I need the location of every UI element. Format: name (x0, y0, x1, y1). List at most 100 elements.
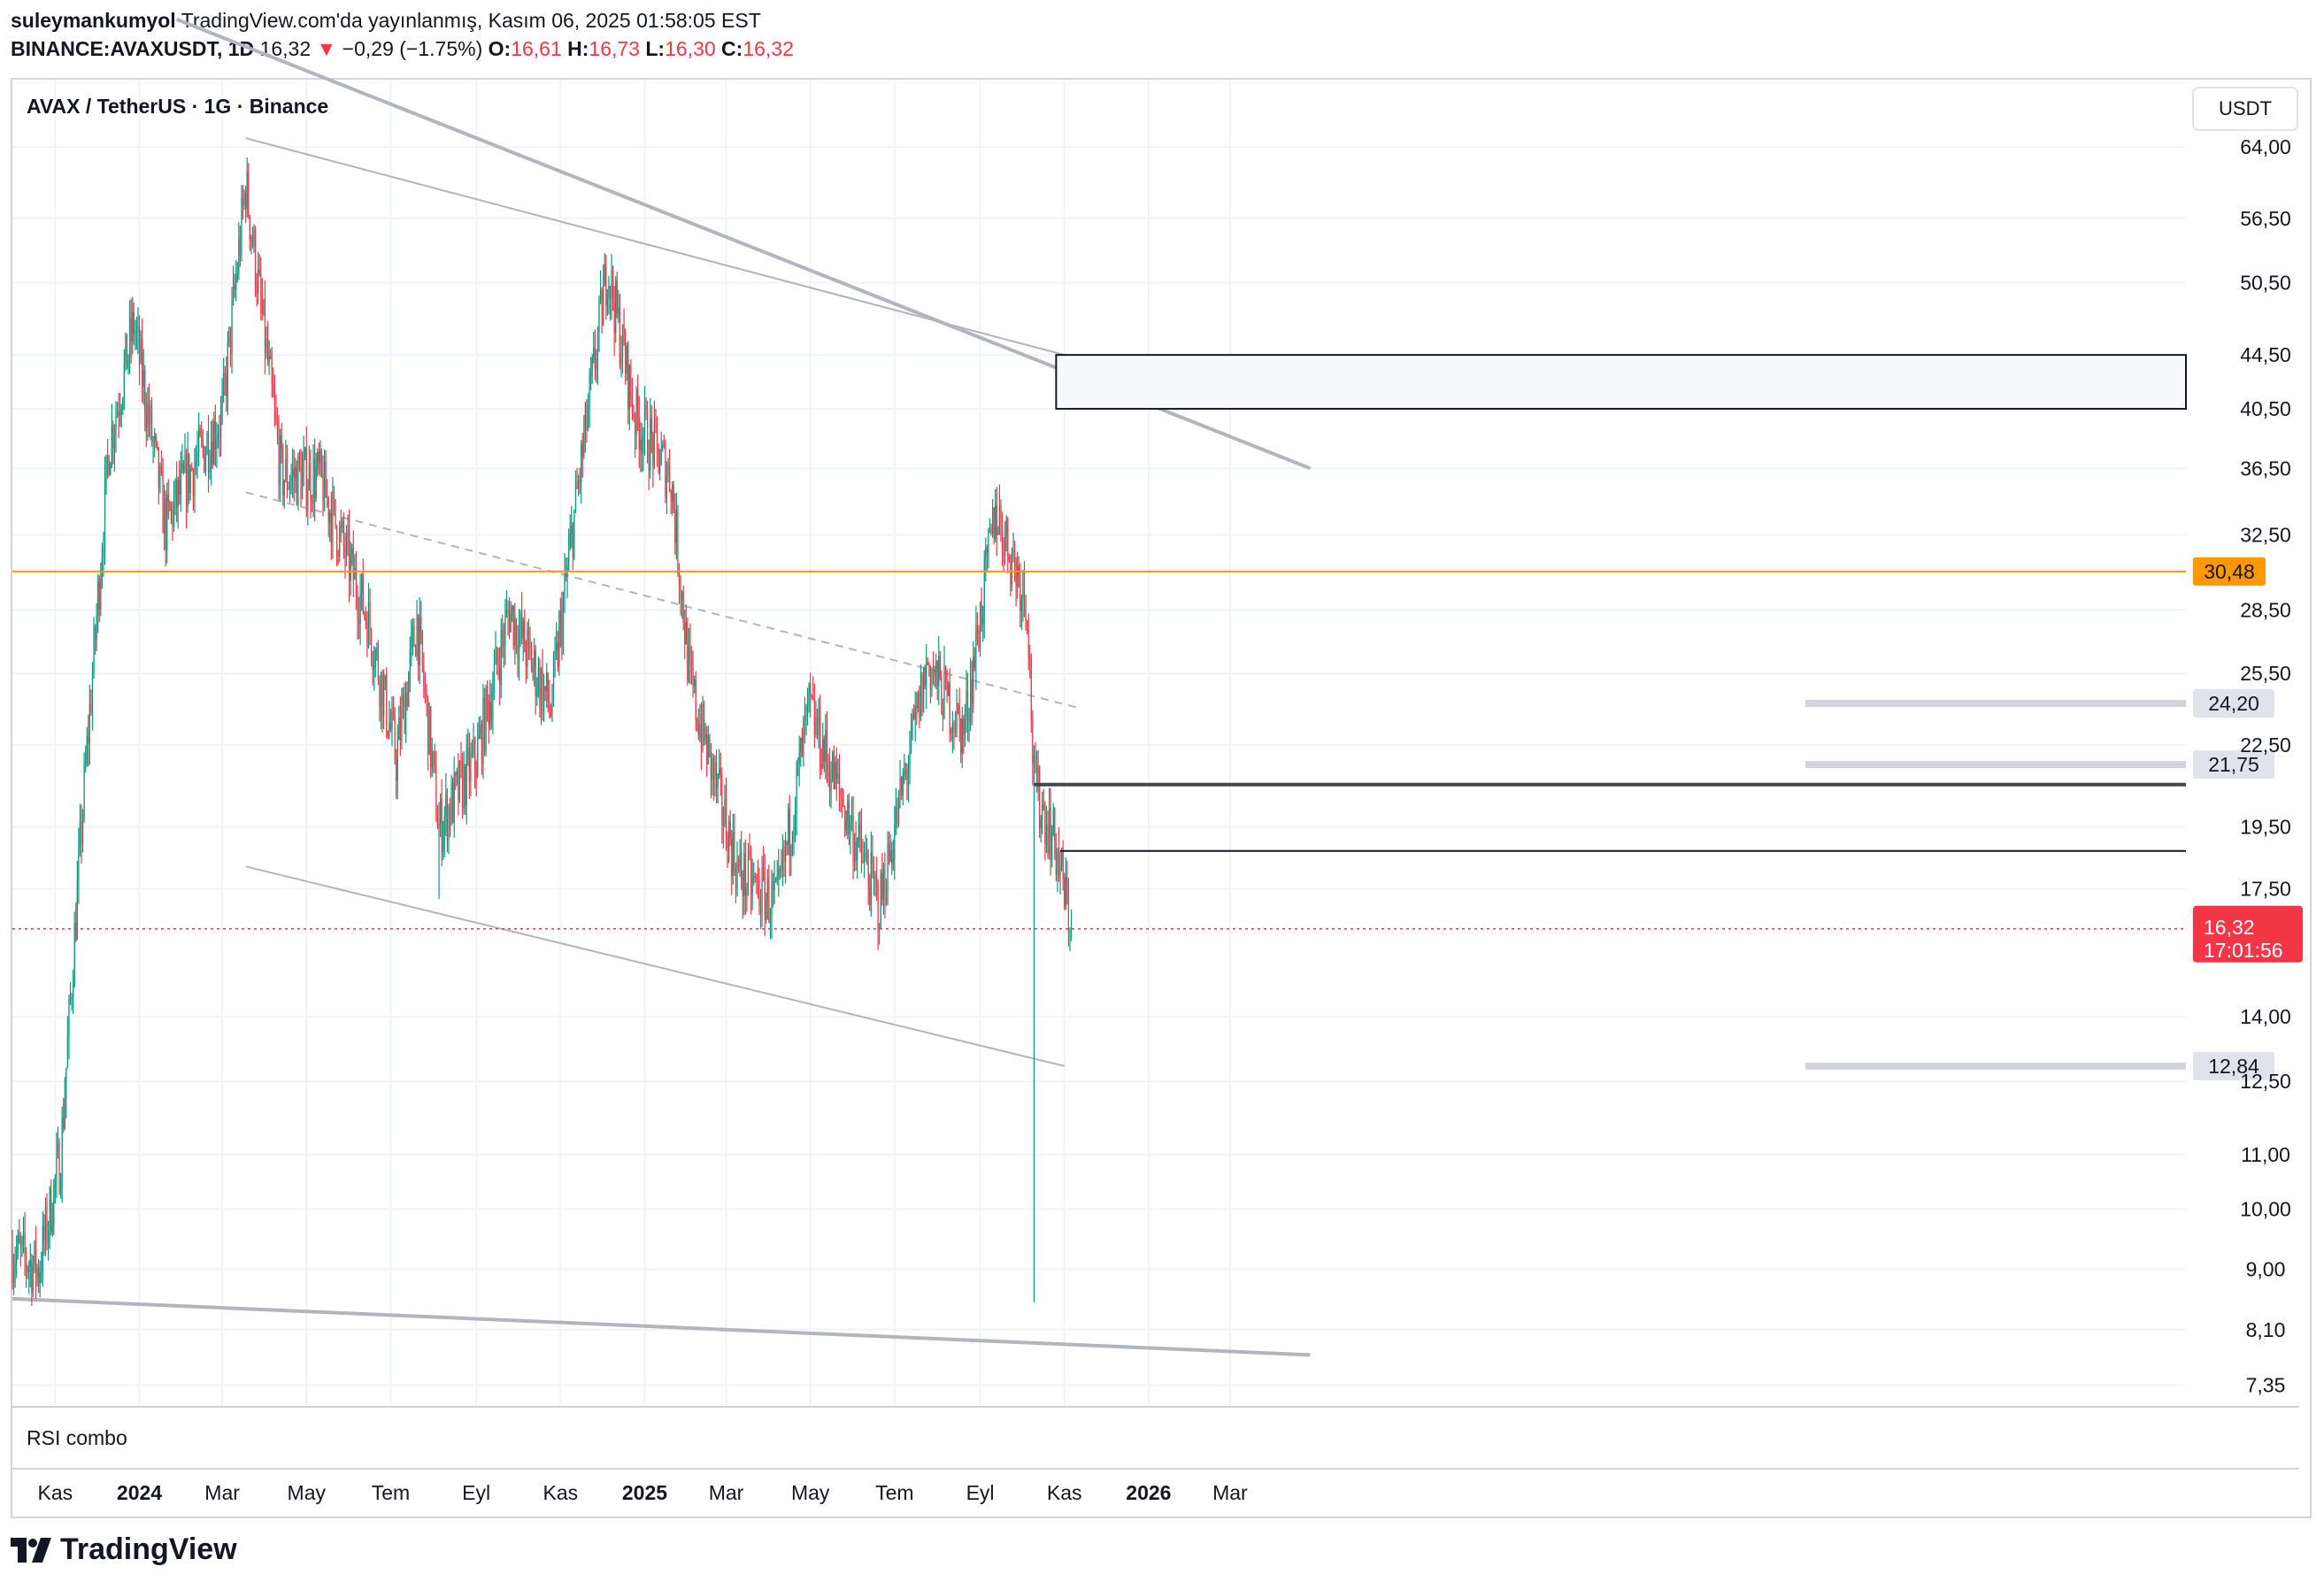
candle-body (238, 239, 240, 273)
candle-body (426, 691, 427, 697)
candle-body (362, 574, 364, 613)
x-tick-label: Eyl (462, 1481, 490, 1504)
candle-body (133, 311, 135, 334)
candles-group (12, 157, 1073, 1306)
candle-body (1023, 573, 1026, 600)
candle-body (801, 738, 803, 757)
candle-body (172, 506, 173, 526)
candle-body (559, 611, 561, 626)
candle-body (976, 626, 979, 640)
candle-body (270, 356, 272, 359)
candle-body (735, 867, 737, 889)
candle-body (870, 852, 872, 906)
candle-body (369, 601, 371, 631)
candle-body (499, 668, 501, 685)
candle-body (129, 318, 131, 357)
currency-button[interactable] (2192, 87, 2298, 131)
candle-body (648, 461, 650, 472)
x-tick-label: Kas (38, 1481, 73, 1504)
candle-body (599, 289, 602, 301)
candle-body (641, 439, 643, 454)
candle-body (825, 729, 827, 762)
candle-countdown: 17:01:56 (2204, 939, 2283, 962)
candle-body (810, 682, 812, 695)
candle-body (754, 876, 756, 878)
candle-body (884, 869, 886, 900)
candle-body (1035, 766, 1038, 791)
candle-body (677, 509, 679, 572)
candle-body (69, 997, 72, 999)
candle-body (549, 702, 550, 709)
candle-body (786, 841, 788, 845)
candle-body (315, 468, 317, 499)
candle-body (660, 447, 662, 465)
candle-body (408, 672, 410, 707)
candle-body (897, 791, 900, 825)
tradingview-logo[interactable]: TradingView (11, 1532, 237, 1567)
candle-body (931, 672, 933, 690)
candle-body (127, 356, 129, 370)
candle-body (581, 443, 583, 457)
candle-body (928, 664, 930, 666)
candle-body (383, 684, 385, 716)
candle-body (729, 821, 731, 840)
candle-body (920, 675, 922, 719)
candle-body (320, 450, 323, 474)
candle-body (275, 407, 277, 420)
candle-body (938, 656, 940, 687)
current-price-label: 16,32 (2204, 916, 2255, 939)
x-tick-label: May (288, 1481, 327, 1504)
candle-body (101, 557, 103, 580)
candle-body (995, 504, 997, 540)
candle-body (1005, 518, 1007, 534)
candle-body (731, 839, 733, 876)
candle-body (593, 348, 595, 357)
candle-body (697, 725, 699, 738)
y-tick-label: 64,00 (2240, 135, 2291, 158)
candle-body (734, 832, 735, 868)
candle-body (248, 172, 250, 217)
x-tick-label: Mar (709, 1481, 744, 1504)
candle-body (75, 923, 77, 940)
candle-body (823, 739, 825, 762)
candle-body (374, 650, 376, 668)
candle-body (867, 864, 869, 887)
candle-body (405, 692, 407, 734)
candle-body (145, 412, 147, 429)
candle-body (493, 664, 496, 693)
candle-body (948, 683, 950, 695)
candle-body (88, 703, 90, 744)
candle-body (791, 843, 793, 845)
candle-body (24, 1232, 26, 1256)
candle-body (100, 579, 102, 610)
candle-body (932, 672, 935, 676)
candle-body (507, 610, 509, 614)
candle-body (783, 846, 785, 863)
candle-body (176, 479, 178, 508)
candle-body (812, 696, 814, 699)
candle-body (665, 445, 666, 498)
candle-body (879, 927, 881, 930)
candle-body (345, 534, 348, 558)
candle-body (191, 467, 193, 471)
candle-body (148, 403, 150, 425)
candle-body (841, 798, 843, 807)
candle-body (891, 849, 893, 864)
candle-body (452, 782, 454, 823)
candle-body (231, 301, 233, 354)
candle-body (487, 687, 489, 700)
candle-body (562, 598, 565, 645)
candle-body (1062, 852, 1064, 879)
candle-body (22, 1232, 25, 1239)
candle-body (964, 717, 966, 735)
author-name[interactable]: suleymankumyol (11, 9, 176, 32)
candle-body (746, 887, 748, 895)
candle-body (552, 656, 555, 702)
candle-body (609, 286, 612, 298)
candle-body (827, 762, 829, 770)
candle-body (209, 466, 211, 472)
candle-body (1043, 803, 1044, 808)
candle-body (854, 841, 856, 862)
candle-body (189, 467, 191, 494)
